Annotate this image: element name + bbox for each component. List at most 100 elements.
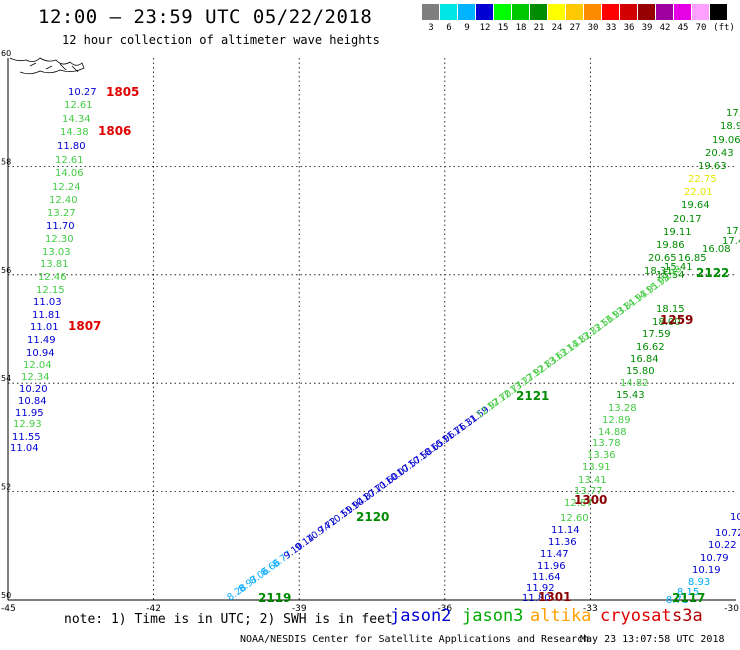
coastline-fragment <box>9 57 85 75</box>
swh-value: 13.41 <box>578 475 607 486</box>
swh-value: 11.01 <box>30 322 59 333</box>
swh-value: 16.84 <box>630 354 659 365</box>
swh-value: 10.72 <box>715 528 740 539</box>
swh-value: 10.22 <box>708 540 737 551</box>
legend-swatch <box>656 4 673 20</box>
pass-time-label: 2117 <box>672 591 705 605</box>
swh-value: 13.78 <box>592 438 621 449</box>
swh-value: 10.84 <box>18 396 47 407</box>
map-title: 12:00 – 23:59 UTC 05/22/2018 <box>38 6 373 28</box>
swh-value: 12.93 <box>13 419 42 430</box>
swh-value: 13.27 <box>47 208 76 219</box>
legend-label: 42 <box>659 23 671 33</box>
legend-label: 6 <box>446 23 452 33</box>
legend-label: 15 <box>497 23 509 33</box>
lat-tick-label: 60 <box>1 49 11 58</box>
swh-value: 19.86 <box>656 240 685 251</box>
swh-value: 10.94 <box>26 348 55 359</box>
swh-value: 12.30 <box>45 234 74 245</box>
swh-value: 12.04 <box>23 360 52 371</box>
swh-value: 18.9 <box>720 121 740 132</box>
swh-value: 17.4 <box>726 226 740 237</box>
legend-swatch <box>692 4 709 20</box>
legend-swatch <box>494 4 511 20</box>
legend-swatch <box>476 4 493 20</box>
swh-value: 22.01 <box>684 187 713 198</box>
satellite-cryosat: cryosat <box>600 606 672 626</box>
swh-value: 15.54 <box>656 270 685 281</box>
swh-value: 11.49 <box>27 335 56 346</box>
swh-value: 10.27 <box>68 87 97 98</box>
satellite-jason2: jason2 <box>390 606 452 626</box>
swh-value: 19.63 <box>698 161 727 172</box>
swh-value: 16.85 <box>678 253 707 264</box>
swh-value: 14.06 <box>55 168 84 179</box>
satellite-altika: altika <box>530 606 592 626</box>
swh-value: 22.75 <box>688 174 717 185</box>
swh-value: 12.61 <box>64 100 93 111</box>
swh-value: 13.77 <box>574 486 603 497</box>
swh-value: 12.89 <box>602 415 631 426</box>
pass-time-label: 1300 <box>574 493 607 507</box>
legend-swatch <box>674 4 691 20</box>
swh-value: 11.92 <box>526 583 555 594</box>
lat-tick-label: 52 <box>1 483 11 492</box>
swh-value: 17. <box>726 108 740 119</box>
swh-value: 20.17 <box>673 214 702 225</box>
legend-label: 24 <box>551 23 563 33</box>
swh-value: 12.15 <box>36 285 65 296</box>
legend-label: 30 <box>587 23 599 33</box>
pass-time-label: 1259 <box>660 313 693 327</box>
lon-tick-label: -36 <box>437 604 452 614</box>
swh-value: 11.95 <box>15 408 44 419</box>
pass-time-label: 2122 <box>696 266 729 280</box>
legend-swatch <box>638 4 655 20</box>
swh-value: 11.64 <box>532 572 561 583</box>
swh-value: 11.96 <box>537 561 566 572</box>
swh-value: 13.91 <box>582 462 611 473</box>
swh-value: 12.24 <box>52 182 81 193</box>
legend-swatch <box>602 4 619 20</box>
legend-label: 18 <box>515 23 527 33</box>
lat-tick-label: 50 <box>1 591 11 600</box>
swh-value: 11.70 <box>46 221 75 232</box>
swh-value: 10.79 <box>700 553 729 564</box>
pass-time-label: 2119 <box>258 591 291 605</box>
generation-timestamp: May 23 13:07:58 UTC 2018 <box>580 634 725 645</box>
swh-value: 11.55 <box>12 432 41 443</box>
swh-value: 14.82 <box>620 378 649 389</box>
lon-tick-label: -30 <box>724 604 739 614</box>
satellite-jason3: jason3 <box>462 606 524 626</box>
footnote: note: 1) Time is in UTC; 2) SWH is in fe… <box>64 612 393 627</box>
legend-swatch <box>620 4 637 20</box>
swh-value: 18.00 <box>652 317 681 328</box>
legend-swatch <box>710 4 727 20</box>
swh-value: 19.11 <box>663 227 692 238</box>
pass-time-label: 2120 <box>356 510 389 524</box>
pass-time-label: 1806 <box>98 124 131 138</box>
pass-time-label: 1805 <box>106 85 139 99</box>
legend-label: 39 <box>641 23 653 33</box>
swh-value: 12.40 <box>49 195 78 206</box>
swh-value: 19.64 <box>681 200 710 211</box>
swh-value: 12.61 <box>55 155 84 166</box>
lon-tick-label: -42 <box>146 604 161 614</box>
swh-value: 11.04 <box>10 443 39 454</box>
swh-value: 14.88 <box>598 427 627 438</box>
legend-label: 45 <box>677 23 689 33</box>
swh-value: 15.43 <box>616 390 645 401</box>
legend-label: 3 <box>428 23 434 33</box>
swh-value: 12.60 <box>560 513 589 524</box>
swh-value: 17.47 <box>722 236 740 247</box>
legend-label: 21 <box>533 23 545 33</box>
legend-swatch <box>512 4 529 20</box>
swh-value: 12.87 <box>564 498 593 509</box>
pass-time-label: 2121 <box>516 389 549 403</box>
satellite-s3a: s3a <box>672 606 703 626</box>
lon-tick-label: -33 <box>583 604 598 614</box>
credit-line: NOAA/NESDIS Center for Satellite Applica… <box>240 634 590 645</box>
swh-value: 20.43 <box>705 148 734 159</box>
swh-value: 16.62 <box>636 342 665 353</box>
swh-value: 10.20 <box>19 384 48 395</box>
swh-value: 13.03 <box>42 247 71 258</box>
